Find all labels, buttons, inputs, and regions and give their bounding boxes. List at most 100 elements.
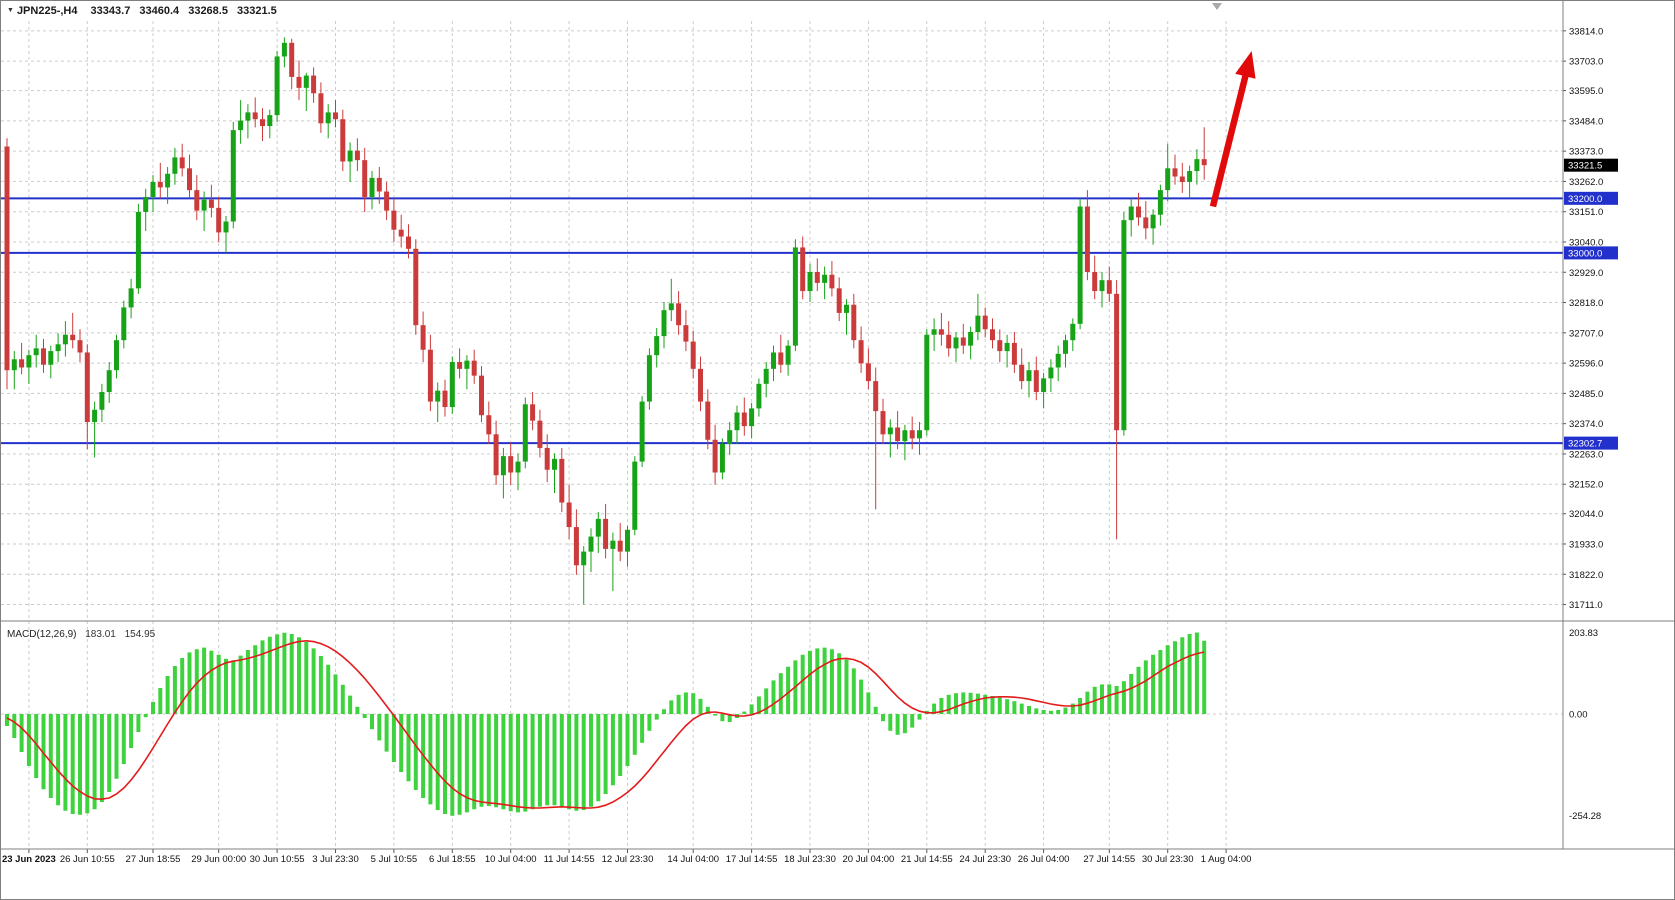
candle-body bbox=[1106, 280, 1112, 294]
candle-body bbox=[705, 401, 711, 440]
candle-body bbox=[216, 207, 222, 233]
time-tick-label: 30 Jul 23:30 bbox=[1142, 854, 1194, 865]
candle-body bbox=[960, 337, 966, 346]
candle-body bbox=[318, 93, 324, 124]
candle-body bbox=[354, 150, 360, 161]
time-tick-label: 23 Jun 2023 bbox=[2, 854, 56, 865]
candle-body bbox=[844, 304, 849, 313]
candle-body bbox=[822, 274, 828, 283]
time-axis[interactable]: 23 Jun 2023 26 Jun 10:55 27 Jun 18:55 29 Ju… bbox=[2, 849, 1251, 865]
time-tick-label: 26 Jun 10:55 bbox=[60, 854, 115, 865]
candle-body bbox=[581, 551, 587, 566]
candle-body bbox=[829, 274, 835, 289]
time-tick-label: 12 Jul 23:30 bbox=[602, 854, 654, 865]
candle-body bbox=[909, 430, 915, 439]
candle-body bbox=[1033, 370, 1039, 393]
frame bbox=[1, 1, 1674, 850]
candle-body bbox=[41, 348, 46, 365]
candle-body bbox=[632, 461, 638, 530]
price-tick-label: 32818.0 bbox=[1569, 298, 1603, 309]
chart-title: ▼ JPN225-,H4 33343.7 33460.4 33268.5 3332… bbox=[7, 5, 277, 17]
hlines-layer bbox=[1, 197, 1563, 445]
candle-body bbox=[1165, 168, 1171, 191]
candle-body bbox=[1157, 190, 1163, 215]
candle-body bbox=[771, 352, 776, 369]
candle-body bbox=[990, 329, 995, 341]
price-tick-label: 33262.0 bbox=[1569, 177, 1603, 188]
candle-body bbox=[4, 146, 10, 371]
candle-body bbox=[763, 368, 769, 384]
chart-shift-marker-icon[interactable] bbox=[1212, 3, 1222, 10]
time-tick-label: 26 Jul 04:00 bbox=[1018, 854, 1070, 865]
candle-body bbox=[384, 191, 390, 211]
candle-body bbox=[902, 430, 908, 442]
candle-body bbox=[931, 329, 937, 335]
buy-arrow[interactable] bbox=[1209, 71, 1250, 208]
candle-body bbox=[311, 75, 317, 94]
time-tick-label: 30 Jun 10:55 bbox=[250, 854, 305, 865]
candle-body bbox=[756, 383, 762, 409]
ohlc-high: 33460.4 bbox=[139, 5, 180, 17]
candle-body bbox=[427, 349, 433, 402]
candle-body bbox=[252, 112, 258, 120]
candle-body bbox=[1092, 271, 1098, 292]
candle-body bbox=[333, 112, 338, 120]
candle-body bbox=[719, 443, 725, 473]
time-tick-label: 1 Aug 04:00 bbox=[1201, 854, 1252, 865]
candle-body bbox=[552, 458, 557, 470]
time-tick-label: 17 Jul 14:55 bbox=[726, 854, 778, 865]
candle-body bbox=[493, 434, 499, 476]
trend-arrow-layer bbox=[1209, 51, 1256, 208]
candle-body bbox=[230, 130, 236, 222]
buy-arrow-head[interactable] bbox=[1235, 51, 1256, 79]
price-tick-label: 33151.0 bbox=[1569, 207, 1603, 218]
price-tick-label: 33814.0 bbox=[1569, 26, 1603, 37]
candle-body bbox=[194, 190, 200, 211]
candle-body bbox=[289, 42, 295, 77]
candle-body bbox=[1019, 364, 1025, 382]
candle-body bbox=[1114, 293, 1120, 431]
time-tick-label: 20 Jul 04:00 bbox=[843, 854, 895, 865]
candle-body bbox=[347, 150, 353, 162]
candle-body bbox=[369, 177, 375, 197]
candle-body bbox=[1136, 206, 1141, 218]
candle-body bbox=[464, 360, 470, 369]
candle-body bbox=[1004, 342, 1010, 352]
candle-body bbox=[62, 334, 68, 345]
candle-body bbox=[946, 334, 952, 349]
candle-body bbox=[836, 288, 842, 313]
candle-body bbox=[406, 236, 411, 249]
candle-body bbox=[106, 370, 112, 393]
candle-body bbox=[157, 181, 163, 188]
candle-body bbox=[938, 329, 944, 335]
candle-body bbox=[807, 271, 813, 292]
candle-body bbox=[1194, 159, 1200, 172]
hline-price-badge bbox=[1564, 246, 1618, 260]
candle-body bbox=[201, 199, 207, 211]
candle-body bbox=[223, 221, 229, 233]
price-axis[interactable]: 33814.0 33703.0 33595.0 33484.0 33373.0 33262… bbox=[1563, 26, 1603, 822]
candle-body bbox=[208, 199, 214, 208]
candle-body bbox=[77, 340, 83, 353]
macd-axis-label: 0.00 bbox=[1569, 710, 1588, 721]
candle-body bbox=[968, 332, 974, 346]
candle-body bbox=[588, 536, 594, 552]
candle-body bbox=[698, 368, 703, 402]
hline-price-badge-label: 32302.7 bbox=[1568, 439, 1602, 450]
candle-body bbox=[975, 315, 981, 333]
candle-body bbox=[303, 75, 309, 88]
candle-body bbox=[646, 355, 652, 402]
candle-body bbox=[92, 409, 98, 423]
candle-body bbox=[1121, 220, 1127, 431]
candle-body bbox=[1187, 171, 1193, 182]
ohlc-open: 33343.7 bbox=[90, 5, 131, 17]
candle-body bbox=[114, 340, 119, 371]
candle-body bbox=[376, 177, 382, 192]
candle-body bbox=[683, 325, 689, 342]
price-tick-label: 32596.0 bbox=[1569, 359, 1603, 370]
candle-body bbox=[792, 247, 798, 346]
candle-body bbox=[135, 211, 141, 289]
candle-body bbox=[457, 362, 463, 369]
